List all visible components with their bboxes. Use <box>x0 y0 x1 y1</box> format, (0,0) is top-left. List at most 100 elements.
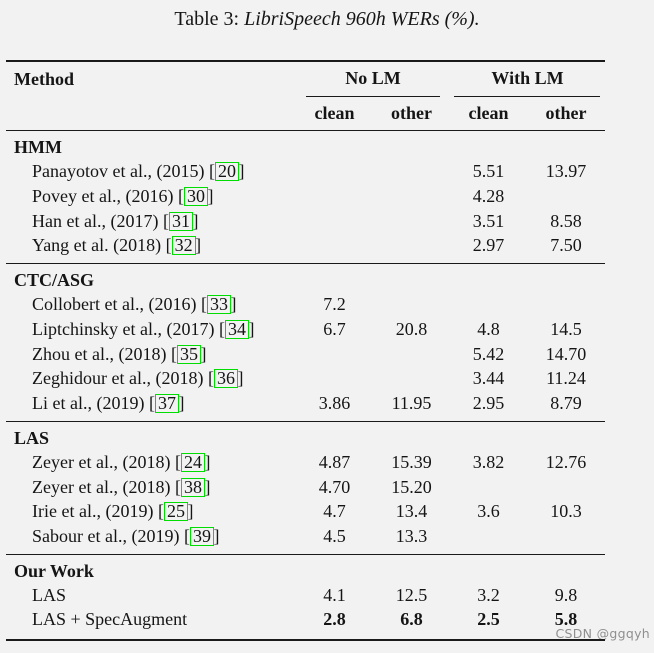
cite-close-bracket: ] <box>178 392 185 413</box>
citation-link[interactable]: [32] <box>166 235 202 256</box>
citation-number[interactable]: 24 <box>181 452 206 472</box>
citation-link[interactable]: [33] <box>201 294 236 315</box>
citation-link[interactable]: [38] <box>175 477 210 497</box>
cite-open-bracket: [ <box>218 318 225 339</box>
citation-link[interactable]: [36] <box>207 368 243 389</box>
citation-number[interactable]: 36 <box>214 369 239 389</box>
citation-number[interactable]: 31 <box>169 211 194 231</box>
method-label: Panayotov et al., (2015) <box>32 161 205 182</box>
table-row: Povey et al., (2016) [30] 4.28 <box>6 184 605 209</box>
cite-close-bracket: ] <box>187 501 194 522</box>
cite-close-bracket: ] <box>200 343 207 364</box>
results-table: Method No LM With LM clean other clean o… <box>6 60 605 642</box>
wer-value: 13.4 <box>395 501 428 522</box>
method-label: Irie et al., (2019) <box>32 501 154 522</box>
wer-value: 3.6 <box>477 501 500 522</box>
method-label: Yang et al. (2018) <box>32 235 162 256</box>
citation-number[interactable]: 33 <box>207 295 232 315</box>
wer-value: 2.8 <box>323 609 346 630</box>
wer-value: 6.7 <box>323 318 346 339</box>
citation-link[interactable]: [34] <box>218 318 254 339</box>
cite-open-bracket: [ <box>162 210 169 231</box>
table-row: Han et al., (2017) [31] 3.51 8.58 <box>6 209 605 234</box>
group-no-lm-label: No LM <box>345 68 401 88</box>
citation-link[interactable]: [35] <box>171 343 207 364</box>
method-column-header: Method <box>14 69 74 89</box>
cite-open-bracket: [ <box>157 501 164 522</box>
wer-value: 11.24 <box>546 368 586 389</box>
citation-number[interactable]: 34 <box>225 319 250 339</box>
method-cell: Irie et al., (2019) [25] <box>6 501 296 522</box>
table-body: HMM Panayotov et al., (2015) [20] 5.51 13.9… <box>6 131 605 642</box>
citation-number[interactable]: 30 <box>184 186 209 206</box>
citation-number[interactable]: 20 <box>215 162 240 182</box>
table-row: LAS 4.1 12.5 3.2 9.8 <box>6 583 605 608</box>
group-header-with-lm: With LM <box>450 62 605 97</box>
subcol-with-lm-clean: clean <box>468 103 509 123</box>
subcol-no-lm-clean: clean <box>314 103 355 123</box>
wer-value: 4.87 <box>318 451 351 472</box>
citation-link[interactable]: [31] <box>162 210 198 231</box>
cite-close-bracket: ] <box>207 185 214 206</box>
citation-number[interactable]: 39 <box>190 526 215 546</box>
citation-link[interactable]: [25] <box>157 501 194 522</box>
citation-link[interactable]: [20] <box>209 161 244 182</box>
section-header: CTC/ASG <box>14 269 95 290</box>
table-row: Li et al., (2019) [37] 3.86 11.95 2.95 8.79 <box>6 391 605 416</box>
cite-open-bracket: [ <box>183 525 190 546</box>
wer-value: 8.58 <box>550 210 582 231</box>
wer-value: 3.44 <box>472 368 505 389</box>
wer-value: 12.5 <box>395 584 428 605</box>
method-label: Zeyer et al., (2018) <box>32 476 171 497</box>
cmidrule-with-lm <box>454 96 600 97</box>
wer-value: 5.51 <box>472 161 505 182</box>
section-header: LAS <box>14 427 50 448</box>
cite-open-bracket: [ <box>174 451 181 472</box>
wer-value: 4.5 <box>323 525 346 546</box>
citation-number[interactable]: 38 <box>181 477 206 497</box>
method-label: Zhou et al., (2018) <box>32 343 167 364</box>
method-label: Zeyer et al., (2018) <box>32 451 171 472</box>
citation-number[interactable]: 32 <box>172 236 197 256</box>
wer-value: 15.39 <box>391 451 432 472</box>
method-label: Li et al., (2019) <box>32 392 145 413</box>
method-cell: Sabour et al., (2019) [39] <box>6 526 296 547</box>
group-header-no-lm: No LM <box>296 62 450 97</box>
wer-value: 7.2 <box>323 294 346 315</box>
wer-value: 6.8 <box>400 609 423 630</box>
citation-link[interactable]: [37] <box>148 392 185 413</box>
cite-close-bracket: ] <box>213 525 220 546</box>
wer-value: 15.20 <box>391 476 432 497</box>
citation-link[interactable]: [24] <box>174 451 211 472</box>
table-caption: Table 3: LibriSpeech 960h WERs (%). <box>0 8 654 31</box>
wer-value: 14.70 <box>545 343 587 364</box>
table-row: Zeghidour et al., (2018) [36] 3.44 11.24 <box>6 366 605 391</box>
citation-link[interactable]: [30] <box>178 185 214 206</box>
method-cell: LAS <box>6 585 296 606</box>
wer-value: 3.86 <box>318 392 351 413</box>
table-row: Panayotov et al., (2015) [20] 5.51 13.97 <box>6 160 605 185</box>
cite-close-bracket: ] <box>204 451 211 472</box>
table-row: Zhou et al., (2018) [35] 5.42 14.70 <box>6 342 605 367</box>
wer-value: 9.8 <box>554 584 578 605</box>
method-cell: Zeyer et al., (2018) [38] <box>6 477 296 498</box>
citation-link[interactable]: [39] <box>183 525 220 546</box>
wer-value: 4.7 <box>323 501 346 522</box>
wer-value: 2.95 <box>472 392 505 413</box>
table-section: CTC/ASG Collobert et al., (2016) [33] 7.2 L… <box>6 264 605 422</box>
citation-number[interactable]: 37 <box>155 393 180 413</box>
wer-value: 7.50 <box>550 235 582 256</box>
cite-open-bracket: [ <box>148 392 155 413</box>
wer-value: 4.8 <box>477 318 500 339</box>
cite-close-bracket: ] <box>195 235 202 256</box>
table-header: Method No LM With LM clean other clean o… <box>6 62 605 131</box>
method-cell: Povey et al., (2016) [30] <box>6 186 296 207</box>
wer-value: 3.51 <box>472 210 505 231</box>
wer-value: 10.3 <box>550 501 582 522</box>
citation-number[interactable]: 35 <box>177 344 202 364</box>
caption-label: Table 3: <box>174 8 245 30</box>
citation-number[interactable]: 25 <box>164 502 189 522</box>
cite-open-bracket: [ <box>207 368 214 389</box>
method-cell: Zeghidour et al., (2018) [36] <box>6 368 296 389</box>
wer-value: 13.97 <box>545 161 587 182</box>
